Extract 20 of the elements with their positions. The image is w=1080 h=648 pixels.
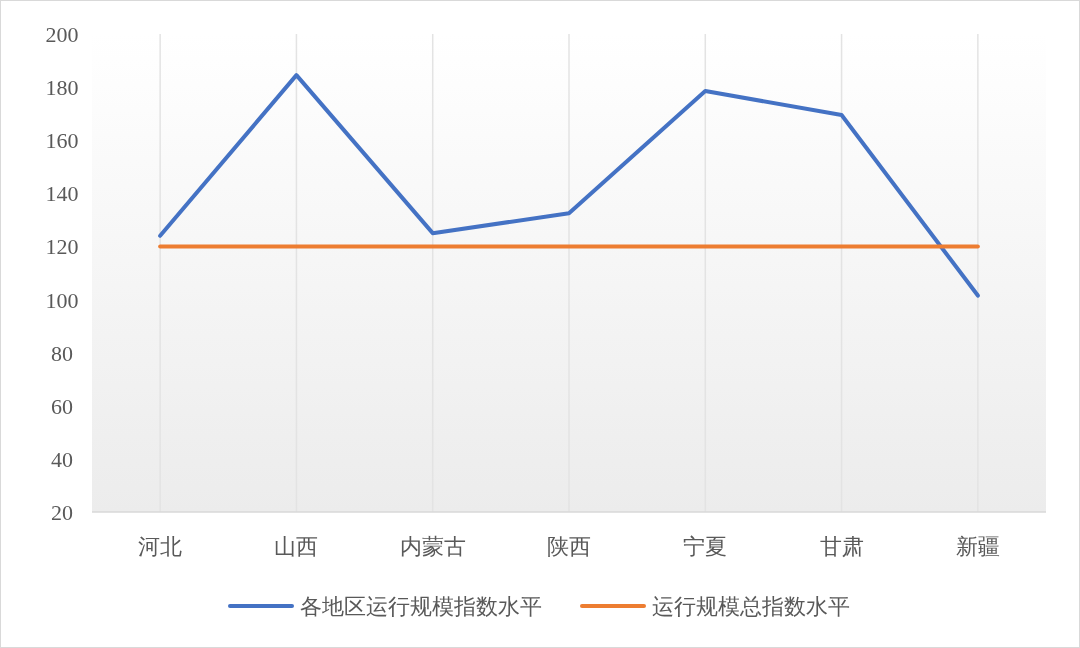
x-tick-label: 宁夏 bbox=[683, 534, 728, 559]
x-tick-label: 新疆 bbox=[955, 534, 1000, 559]
y-tick-label: 140 bbox=[45, 181, 79, 207]
x-tick-label: 河北 bbox=[138, 534, 183, 559]
y-tick-label: 120 bbox=[45, 234, 79, 260]
line-series bbox=[158, 73, 980, 298]
x-tick-label: 内蒙古 bbox=[399, 534, 466, 559]
y-tick-label: 60 bbox=[51, 393, 73, 419]
legend-label: 运行规模总指数水平 bbox=[652, 594, 850, 619]
y-tick-label: 100 bbox=[45, 287, 79, 313]
y-tick-label: 20 bbox=[51, 500, 73, 525]
y-tick-label: 200 bbox=[45, 22, 79, 47]
x-tick-label: 山西 bbox=[274, 534, 319, 559]
x-tick-label: 陕西 bbox=[547, 534, 591, 559]
y-tick-label: 80 bbox=[51, 340, 73, 366]
y-tick-label: 40 bbox=[51, 446, 73, 472]
y-tick-label: 180 bbox=[45, 75, 79, 101]
legend-label: 各地区运行规模指数水平 bbox=[300, 594, 542, 619]
y-tick-label: 160 bbox=[45, 128, 79, 154]
x-tick-label: 甘肃 bbox=[819, 534, 864, 559]
